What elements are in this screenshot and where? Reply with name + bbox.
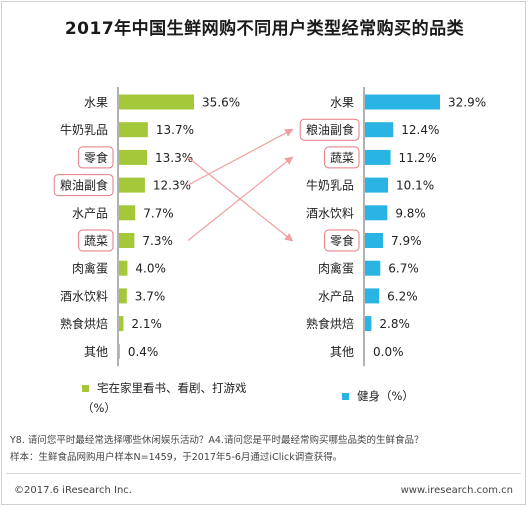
footer-website: www.iresearch.com.cn [400,485,513,496]
right-bar [365,149,391,165]
right-bar [365,122,394,138]
right-category-label: 水产品 [318,289,354,303]
left-bar [119,343,120,359]
footer-copyright: ©2017.6 iResearch Inc. [14,485,132,496]
right-highlight-box [324,146,360,169]
left-bar [119,94,194,110]
right-value-label: 10.1% [396,179,434,193]
left-bar [119,205,136,221]
left-bar [119,260,128,276]
left-category-label: 粮油副食 [60,178,108,193]
legend-right-swatch [342,393,349,400]
left-value-label: 7.3% [142,234,173,248]
right-category-label: 粮油副食 [306,122,354,137]
left-value-label: 3.7% [135,289,166,303]
left-bar [119,177,145,193]
right-value-label: 7.9% [391,234,422,248]
footnote-question: Y8. 请问您平时最经常选择哪些休闲娱乐活动？A4.请问您是平时最经常购买哪些品… [10,435,424,446]
left-value-label: 0.4% [128,345,159,359]
connector-arrow [187,128,294,186]
right-category-label: 蔬菜 [330,151,354,165]
left-category-label: 水产品 [72,206,108,220]
legend-right-label: 健身（%） [357,389,414,403]
left-category-label: 酒水饮料 [60,289,108,303]
connector-arrows [187,128,294,242]
connector-arrow [187,156,294,241]
right-bar [365,233,384,248]
left-value-label: 7.7% [143,206,174,220]
right-category-label: 牛奶乳品 [306,178,354,193]
left-value-label: 2.1% [131,317,162,331]
left-bar [119,122,148,138]
legend-right: 健身（%） [342,386,414,406]
left-category-label: 零食 [84,150,108,165]
left-category-label: 蔬菜 [84,234,108,248]
right-value-label: 0.0% [373,345,404,359]
right-value-label: 9.8% [395,206,426,220]
left-highlight-box [53,174,114,197]
right-category-label: 水果 [330,96,354,110]
right-category-label: 熟食烘焙 [306,316,354,331]
left-category-label: 水果 [84,96,108,110]
left-bar [119,149,148,165]
chart-title: 2017年中国生鲜网购不同用户类型经常购买的品类 [64,19,465,39]
right-category-label: 其他 [330,345,354,359]
right-value-label: 32.9% [448,96,486,110]
left-value-label: 4.0% [135,262,166,276]
left-category-label: 熟食烘焙 [60,316,108,331]
left-value-label: 13.7% [156,123,194,137]
legend-left: 宅在家里看书、看剧、打游戏（%） [82,378,247,418]
chart-canvas: 35.6% 水果 13.7% 牛奶乳品 13.3% 零食 12.3% 粮油副食 7.7% 水产品 7… [53,87,486,367]
right-value-label: 6.2% [387,289,418,303]
footer-divider [6,473,521,474]
right-value-label: 11.2% [399,151,437,165]
right-value-label: 6.7% [388,262,419,276]
right-bar [365,288,380,304]
right-bar [365,94,440,110]
right-chart: 32.9% 水果 12.4% 粮油副食 11.2% 蔬菜 10.1% 牛奶乳品 9.8% 酒水饮料… [299,87,486,367]
left-category-label: 牛奶乳品 [60,122,108,137]
left-bar [119,233,135,248]
left-value-label: 13.3% [155,151,193,165]
left-chart: 35.6% 水果 13.7% 牛奶乳品 13.3% 零食 12.3% 粮油副食 7.7% 水产品 7… [53,87,240,367]
left-value-label: 35.6% [202,96,240,110]
right-highlight-box [324,229,360,252]
right-category-label: 零食 [330,233,354,248]
left-bar [119,288,127,304]
legend-left-label: 宅在家里看书、看剧、打游戏（%） [82,381,247,415]
right-category-label: 酒水饮料 [306,206,354,220]
right-category-label: 肉禽蛋 [318,261,354,276]
left-highlight-box [78,229,114,252]
right-bar [365,177,389,193]
footnote-sample: 样本：生鲜食品网购用户样本N=1459，于2017年5-6月通过iClick调查… [10,452,343,463]
legend-left-swatch [82,385,89,392]
right-value-label: 2.8% [379,317,410,331]
right-highlight-box [299,118,360,141]
left-value-label: 12.3% [153,179,191,193]
right-bar [365,316,372,332]
left-bar [119,316,124,332]
right-bar [365,260,381,276]
left-category-label: 肉禽蛋 [72,261,108,276]
left-category-label: 其他 [84,345,108,359]
left-highlight-box [78,146,114,169]
right-value-label: 12.4% [401,123,439,137]
right-bar [365,205,388,221]
